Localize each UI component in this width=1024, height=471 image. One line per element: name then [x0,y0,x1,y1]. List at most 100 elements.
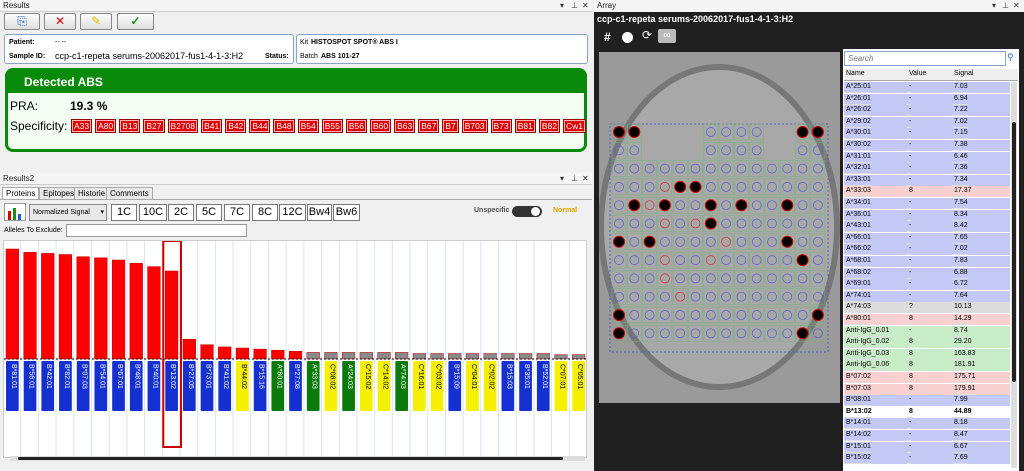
filter-2c-button[interactable]: 2C [168,204,194,221]
table-row[interactable]: B*13:02 8 44.89 [844,406,1010,418]
table-row[interactable]: A*31:01 - 6.46 [844,151,1010,163]
approve-button[interactable]: ✓ [117,13,154,30]
link-icon[interactable]: ∞ [658,29,676,43]
spot [782,218,793,229]
spot [629,145,640,156]
spot-cell [688,160,703,177]
table-row[interactable]: A*30:01 - 7.15 [844,128,1010,140]
spot [644,182,655,192]
spot-icon[interactable] [622,32,633,43]
table-row[interactable]: B*07:02 8 175.71 [844,372,1010,383]
table-row[interactable]: A*74:03? 10.13 [844,302,1010,314]
pin-icon[interactable]: ⊥ [571,174,578,183]
table-row[interactable]: A*33:03 8 17.37 [844,186,1010,198]
search-icon[interactable]: ⚲ [1007,52,1014,62]
export-button[interactable]: ⎘ [4,13,40,30]
spot [690,255,701,265]
reject-button[interactable]: ✕ [44,13,76,30]
table-row[interactable]: A*66:02 - 7.02 [844,244,1010,256]
search-input[interactable] [844,51,1006,66]
table-row[interactable]: Anti-IgG_0.02 8 29.20 [844,337,1010,349]
column-header-signal[interactable]: Signal [954,70,974,77]
filter-bw4-button[interactable]: Bw4 [307,204,332,221]
table-row[interactable]: A*74:01 - 7.64 [844,290,1010,302]
filter-8c-button[interactable]: 8C [252,204,278,221]
spot [767,310,777,320]
table-row[interactable]: B*15:01 - 6.67 [844,441,1010,453]
tab-proteins[interactable]: Proteins [2,187,40,199]
table-row[interactable]: A*30:02 - 7.38 [844,140,1010,151]
spot-cell [718,142,734,159]
tab-historie[interactable]: Historie [74,187,110,199]
table-row[interactable]: B*14:01 - 8.18 [844,418,1010,430]
filter-12c-button[interactable]: 12C [279,204,306,221]
spot [721,182,731,192]
grid-toggle-icon[interactable]: # [604,30,611,44]
table-row[interactable]: B*08:01 - 7.99 [844,395,1010,407]
scrollbar-thumb[interactable] [1012,122,1016,382]
spot-cell [764,178,780,196]
column-header-name[interactable]: Name [846,70,865,77]
table-row[interactable]: B*15:02 - 7.69 [844,453,1010,465]
scrollbar-thumb[interactable] [18,457,563,460]
pin-icon[interactable]: ⊥ [1002,1,1009,10]
signal-select[interactable]: Normalized Signal ▾ [29,204,107,221]
table-row[interactable]: A*69:01 - 6.72 [844,279,1010,291]
table-cell: A*80:01 [844,314,871,325]
pin-icon[interactable]: ▾ [560,174,565,183]
table-row[interactable]: B*07:03 8 179.91 [844,383,1010,395]
table-row[interactable]: A*68:01 - 7.83 [844,256,1010,267]
table-row[interactable]: A*68:02 - 6.88 [844,267,1010,279]
pin-icon[interactable]: ▾ [992,1,997,10]
pin-icon[interactable]: ⊥ [571,1,578,10]
bar [182,338,196,360]
table-row[interactable]: A*25:01 - 7.03 [844,82,1010,93]
bar-label-box [236,361,249,411]
tab-comments[interactable]: Comments [106,187,153,199]
chart-type-icon[interactable] [4,203,26,221]
table-row[interactable]: B*14:02 - 8.47 [844,430,1010,441]
filter-bw6-button[interactable]: Bw6 [333,204,360,221]
table-row[interactable]: A*34:01 - 7.54 [844,198,1010,209]
horizontal-scrollbar[interactable] [10,456,585,461]
table-row[interactable]: A*33:01 - 7.34 [844,174,1010,186]
category-label: B*13:02 [169,364,176,389]
spot-cell [780,270,795,287]
table-row[interactable]: A*43:01 - 8.42 [844,221,1010,233]
table-row[interactable]: A*32:01 - 7.36 [844,163,1010,175]
spot-cell [672,306,688,324]
spot-cell [611,251,627,269]
vertical-scrollbar[interactable] [1011,82,1017,468]
filter-1c-button[interactable]: 1C [111,204,137,221]
tab-epitopes[interactable]: Epitopes [39,187,79,199]
table-row[interactable]: Anti-IgG_0.03 8 163.83 [844,348,1010,360]
spot-cell [764,325,780,342]
table-row[interactable]: A*29:02 - 7.02 [844,116,1010,128]
spot-cell [703,196,719,214]
array-image[interactable] [598,52,840,403]
table-row[interactable]: Anti-IgG_0.01 - 8.74 [844,325,1010,337]
pin-icon[interactable]: ▾ [560,1,565,10]
table-cell: A*34:01 [844,198,871,209]
close-icon[interactable]: ✕ [582,1,589,10]
close-icon[interactable]: ✕ [1013,1,1020,10]
table-row[interactable]: A*80:01 8 14.29 [844,314,1010,325]
filter-5c-button[interactable]: 5C [196,204,222,221]
filter-7c-button[interactable]: 7C [224,204,250,221]
edit-button[interactable]: ✎ [80,13,112,30]
close-icon[interactable]: ✕ [582,174,589,183]
spot-cell [764,196,780,214]
table-row[interactable]: A*66:01 - 7.65 [844,232,1010,244]
filter-10c-button[interactable]: 10C [139,204,167,221]
table-row[interactable]: A*26:02 - 7.22 [844,105,1010,117]
table-row[interactable]: Anti-IgG_0.06 8 181.91 [844,360,1010,372]
table-row[interactable]: A*26:01 - 6.94 [844,93,1010,105]
spot [628,126,641,138]
refresh-icon[interactable]: ⟳ [642,28,653,42]
column-header-value[interactable]: Value [909,70,927,77]
bar-label-box [466,361,479,411]
table-row[interactable]: A*36:01 - 8.34 [844,209,1010,221]
unspecific-toggle[interactable] [512,206,542,217]
spot [721,236,731,247]
alleles-exclude-input[interactable] [66,224,247,237]
